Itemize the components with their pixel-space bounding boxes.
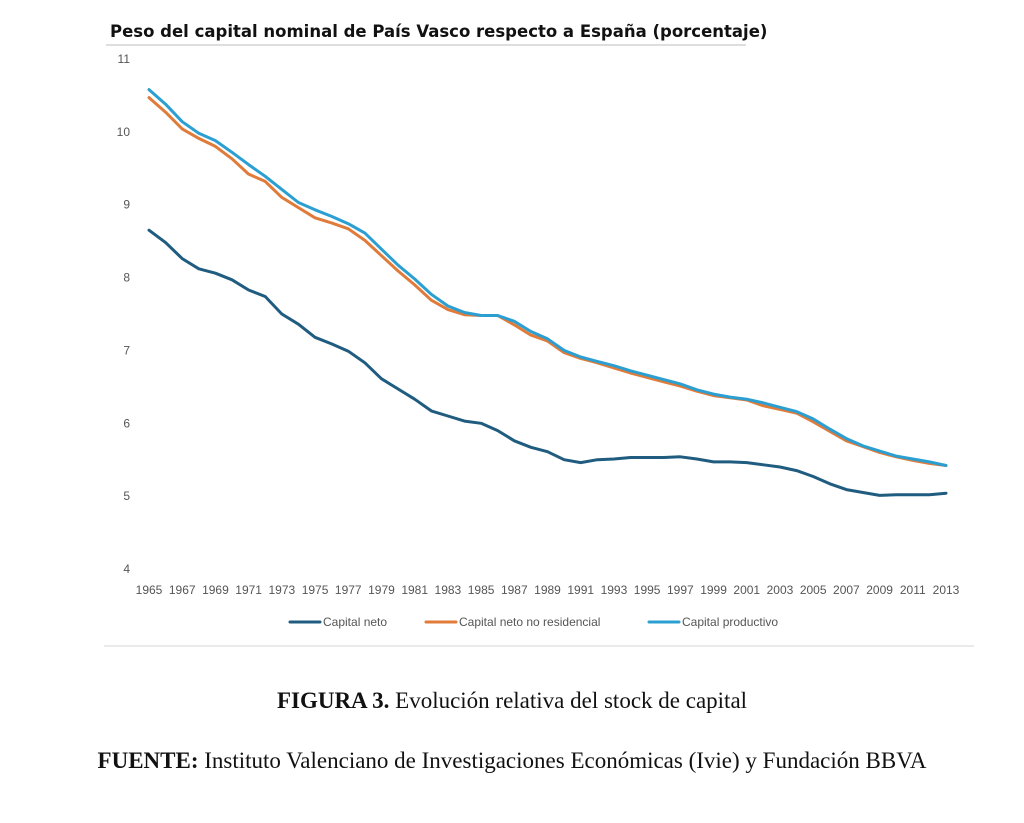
line-chart: Peso del capital nominal de País Vasco r…: [104, 22, 974, 647]
x-tick-label: 1987: [501, 583, 528, 597]
y-tick-label: 7: [123, 343, 130, 357]
x-tick-label: 2007: [833, 583, 860, 597]
x-tick-label: 1973: [268, 583, 295, 597]
legend-label: Capital neto no residencial: [459, 615, 600, 629]
x-tick-label: 1999: [700, 583, 727, 597]
x-tick-label: 1971: [235, 583, 262, 597]
x-tick-label: 1965: [136, 583, 163, 597]
y-tick-label: 6: [123, 416, 130, 430]
y-tick-label: 5: [123, 489, 130, 503]
figure-label: FIGURA 3.: [276, 688, 390, 713]
y-tick-label: 11: [118, 52, 131, 66]
x-tick-label: 1977: [335, 583, 362, 597]
x-tick-label: 1975: [302, 583, 329, 597]
legend-label: Capital productivo: [682, 615, 778, 629]
series-lines: [147, 88, 948, 497]
series-line: [147, 88, 948, 467]
x-tick-label: 2013: [933, 583, 960, 597]
x-tick-label: 1993: [601, 583, 628, 597]
legend-label: Capital neto: [323, 615, 387, 629]
legend: Capital neto Capital neto no residencial C…: [288, 615, 778, 629]
figure-caption: FIGURA 3. Evolución relativa del stock d…: [0, 688, 1024, 714]
series-line: [147, 228, 948, 497]
y-tick-label: 9: [123, 198, 130, 212]
source-label: FUENTE:: [97, 748, 199, 773]
x-tick-label: 1981: [401, 583, 428, 597]
x-tick-label: 1985: [468, 583, 495, 597]
x-tick-label: 2011: [900, 583, 926, 597]
y-tick-label: 8: [123, 271, 130, 285]
figure-text: Evolución relativa del stock de capital: [389, 688, 748, 713]
source-text: Instituto Valenciano de Investigaciones …: [198, 748, 927, 773]
x-tick-label: 1969: [202, 583, 229, 597]
x-tick-label: 1989: [534, 583, 561, 597]
y-tick-label: 4: [123, 562, 130, 576]
x-tick-label: 1997: [667, 583, 694, 597]
x-tick-label: 1995: [634, 583, 661, 597]
x-tick-label: 1983: [435, 583, 462, 597]
x-tick-label: 2009: [866, 583, 893, 597]
x-tick-label: 2001: [733, 583, 760, 597]
chart-title: Peso del capital nominal de País Vasco r…: [110, 22, 767, 41]
x-tick-label: 2003: [767, 583, 794, 597]
y-tick-label: 10: [117, 125, 131, 139]
source-caption: FUENTE: Instituto Valenciano de Investig…: [0, 748, 1024, 774]
x-tick-label: 1979: [368, 583, 395, 597]
x-axis-tick-labels: 1965 1967 1969 1971 1973 1975 1977 1979 1981 1983…: [136, 583, 960, 597]
x-tick-label: 1991: [567, 583, 594, 597]
y-axis-tick-labels: 4 5 6 7 8 9 10 11: [117, 52, 131, 576]
x-tick-label: 1967: [169, 583, 196, 597]
series-line: [147, 96, 948, 467]
x-tick-label: 2005: [800, 583, 827, 597]
